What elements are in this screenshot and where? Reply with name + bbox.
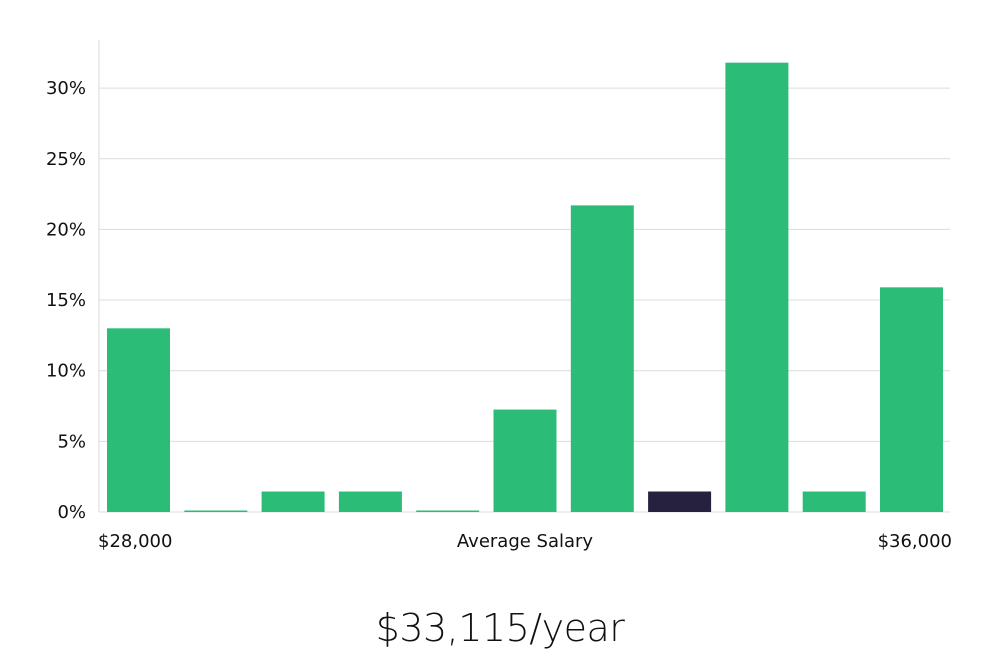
y-tick-label: 15% [46,290,86,311]
y-tick-label: 10% [46,361,86,382]
bar [802,491,866,512]
x-max-label: $36,000 [878,531,952,552]
bar [725,62,789,512]
y-tick-label: 20% [46,219,86,240]
bar [416,510,480,512]
y-tick-label: 0% [57,502,86,523]
bar [107,328,170,512]
bar-highlighted [648,491,712,512]
salary-histogram: 0% 5% 10% 15% 20% 25% 30% $28,000 Average Sala… [46,40,952,552]
bars [107,62,943,512]
gridlines [99,87,950,513]
bar [570,205,634,512]
average-salary-value: $33,115/year [375,606,625,650]
bar [338,491,402,512]
bar [493,409,557,512]
bar [184,510,248,512]
y-tick-label: 25% [46,149,86,170]
y-tick-label: 5% [57,431,86,452]
bar [880,287,943,512]
x-min-label: $28,000 [98,531,172,552]
y-tick-label: 30% [46,78,86,99]
bar [261,491,325,512]
y-tick-labels: 0% 5% 10% 15% 20% 25% 30% [46,78,86,523]
x-axis-title: Average Salary [457,531,594,552]
